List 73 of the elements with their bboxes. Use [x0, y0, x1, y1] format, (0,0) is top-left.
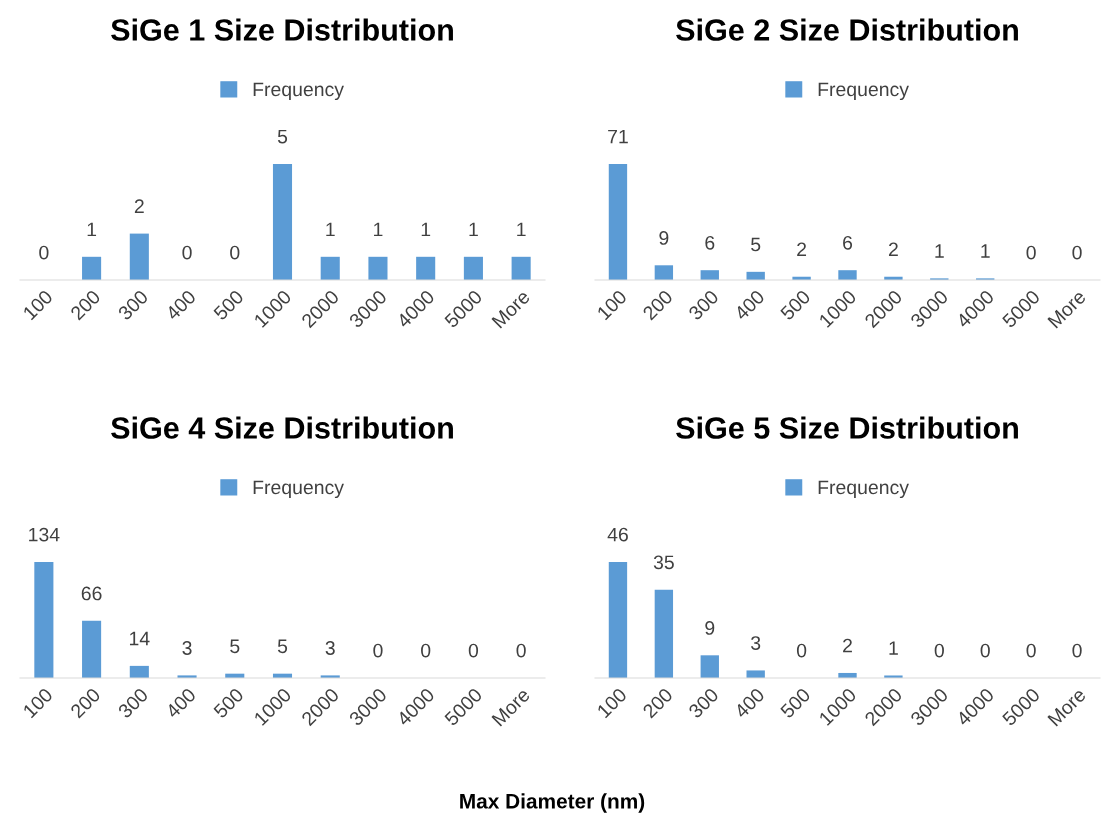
data-label: 3	[751, 636, 761, 650]
x-tick-label: 200	[69, 687, 102, 719]
data-label: 2	[134, 199, 144, 213]
chart-title: SiGe 5 Size Distribution	[676, 416, 1018, 439]
x-tick-label: 200	[641, 687, 674, 719]
text: Max Diameter (nm)	[460, 793, 645, 813]
legend-label: Frequency	[253, 82, 344, 101]
legend-label: Frequency	[818, 82, 909, 101]
data-label: 5	[230, 639, 240, 654]
data-label: 1	[981, 244, 990, 258]
data-label: 14	[129, 631, 150, 646]
data-label: 6	[843, 235, 853, 250]
x-tick-label: 400	[733, 687, 766, 720]
data-label: 1	[374, 222, 383, 237]
data-label: 2	[797, 242, 807, 257]
data-label: 9	[659, 231, 669, 245]
data-label: 0	[934, 643, 944, 658]
x-tick-label: 200	[641, 289, 674, 321]
data-label: 9	[705, 621, 715, 635]
data-label: 1	[889, 641, 898, 655]
x-tick-label: 500	[779, 687, 812, 719]
x-tick-label: 300	[687, 687, 720, 719]
data-label: 71	[608, 129, 628, 144]
data-label: 0	[1026, 245, 1036, 260]
legend-label: Frequency	[818, 480, 909, 499]
data-label: 1	[935, 244, 944, 258]
x-tick-label: 400	[733, 289, 766, 322]
x-tick-label: 500	[779, 289, 812, 321]
data-label: 2	[843, 638, 852, 653]
data-label: 1	[87, 222, 97, 237]
x-tick-label: 300	[117, 289, 149, 321]
data-label: 0	[1072, 245, 1082, 260]
data-label: 46	[607, 527, 628, 542]
data-label: 1	[326, 222, 335, 237]
data-label: 1	[469, 222, 478, 237]
data-label: 0	[980, 643, 990, 658]
data-label: 2	[888, 242, 898, 257]
data-label: 0	[1026, 643, 1036, 658]
chart-title: SiGe 4 Size Distribution	[111, 416, 453, 439]
x-tick-label: 100	[596, 289, 628, 321]
data-label: 6	[705, 235, 715, 250]
data-label: 0	[230, 245, 240, 260]
data-label: 134	[29, 527, 60, 542]
x-tick-label: 100	[22, 687, 54, 719]
data-label: 1	[421, 222, 431, 237]
x-tick-label: 300	[687, 289, 720, 321]
data-label: 0	[373, 643, 383, 658]
data-label: 0	[796, 643, 807, 658]
x-tick-label: 100	[596, 687, 628, 719]
x-tick-label: 500	[212, 289, 245, 321]
x-tick-label: 500	[212, 687, 245, 719]
data-label: 5	[751, 237, 761, 252]
data-label: 3	[325, 641, 335, 655]
data-label: 3	[182, 641, 192, 655]
data-label: 5	[277, 639, 288, 654]
data-label: 0	[1072, 643, 1082, 658]
data-label: 0	[468, 643, 479, 658]
data-label: 5	[277, 129, 288, 144]
data-label: 35	[653, 555, 674, 570]
data-label: 1	[517, 222, 526, 237]
chart-title: SiGe 1 Size Distribution	[111, 18, 453, 41]
data-label: 0	[182, 245, 192, 260]
data-label: 66	[81, 586, 102, 601]
data-label: 0	[39, 245, 49, 260]
x-tick-label: 100	[22, 289, 54, 321]
x-tick-label: 200	[69, 289, 102, 321]
x-tick-label: 400	[164, 289, 197, 322]
data-label: 0	[516, 643, 526, 658]
x-tick-label: 400	[164, 687, 197, 720]
chart-title: SiGe 2 Size Distribution	[676, 18, 1018, 41]
data-label: 0	[421, 643, 431, 658]
x-tick-label: 300	[117, 687, 149, 719]
legend-label: Frequency	[253, 480, 344, 499]
